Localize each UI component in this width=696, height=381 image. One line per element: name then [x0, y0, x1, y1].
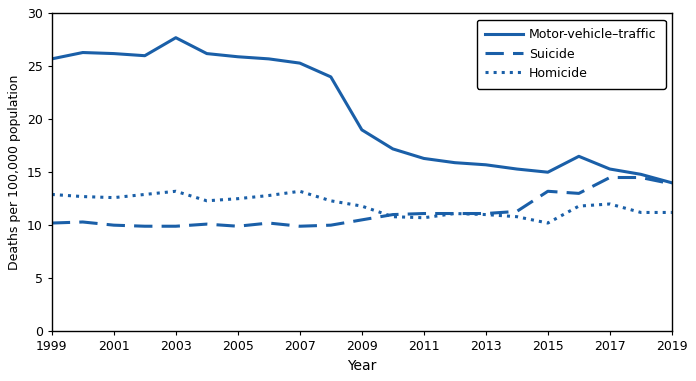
Motor-vehicle–traffic — [388, 147, 397, 151]
Motor-vehicle–traffic — [575, 154, 583, 158]
Homicide — [296, 189, 304, 194]
Homicide — [637, 210, 645, 215]
Suicide — [513, 209, 521, 214]
Suicide — [264, 221, 273, 225]
Suicide — [203, 222, 211, 226]
Suicide — [234, 224, 242, 229]
Suicide — [450, 211, 459, 216]
Homicide — [326, 199, 335, 203]
Suicide — [420, 211, 428, 216]
Suicide — [79, 220, 87, 224]
Motor-vehicle–traffic — [264, 57, 273, 61]
Motor-vehicle–traffic — [172, 35, 180, 40]
Motor-vehicle–traffic — [141, 53, 149, 58]
Motor-vehicle–traffic — [606, 167, 614, 171]
Homicide — [513, 215, 521, 219]
Homicide — [482, 212, 490, 217]
Motor-vehicle–traffic — [47, 57, 56, 61]
Homicide — [79, 194, 87, 199]
Suicide — [482, 211, 490, 216]
Homicide — [234, 196, 242, 201]
Suicide — [110, 223, 118, 227]
Suicide — [296, 224, 304, 229]
Motor-vehicle–traffic — [326, 75, 335, 79]
Y-axis label: Deaths per 100,000 population: Deaths per 100,000 population — [8, 75, 22, 270]
Motor-vehicle–traffic — [420, 156, 428, 161]
Homicide — [544, 221, 552, 225]
Suicide — [172, 224, 180, 229]
Homicide — [420, 216, 428, 220]
Homicide — [203, 199, 211, 203]
Homicide — [47, 192, 56, 197]
Homicide — [388, 215, 397, 219]
Suicide — [388, 212, 397, 217]
Motor-vehicle–traffic — [513, 167, 521, 171]
Suicide — [47, 221, 56, 225]
Suicide — [141, 224, 149, 229]
Suicide — [358, 218, 366, 222]
Homicide — [575, 204, 583, 208]
Line: Motor-vehicle–traffic: Motor-vehicle–traffic — [52, 38, 672, 183]
Motor-vehicle–traffic — [358, 128, 366, 132]
Motor-vehicle–traffic — [544, 170, 552, 174]
Homicide — [141, 192, 149, 197]
Suicide — [544, 189, 552, 194]
Homicide — [358, 204, 366, 208]
Homicide — [172, 189, 180, 194]
Motor-vehicle–traffic — [296, 61, 304, 66]
Motor-vehicle–traffic — [667, 181, 676, 185]
Motor-vehicle–traffic — [637, 172, 645, 177]
Homicide — [450, 211, 459, 216]
Suicide — [667, 182, 676, 186]
Line: Homicide: Homicide — [52, 191, 672, 223]
Line: Suicide: Suicide — [52, 178, 672, 226]
Legend: Motor-vehicle–traffic, Suicide, Homicide: Motor-vehicle–traffic, Suicide, Homicide — [477, 19, 665, 89]
Homicide — [667, 210, 676, 215]
Homicide — [110, 195, 118, 200]
Motor-vehicle–traffic — [450, 160, 459, 165]
Homicide — [606, 202, 614, 206]
Motor-vehicle–traffic — [79, 50, 87, 55]
Suicide — [575, 191, 583, 196]
Suicide — [606, 175, 614, 180]
Homicide — [264, 193, 273, 198]
Motor-vehicle–traffic — [203, 51, 211, 56]
Motor-vehicle–traffic — [482, 163, 490, 167]
Suicide — [326, 223, 335, 227]
Suicide — [637, 175, 645, 180]
Motor-vehicle–traffic — [110, 51, 118, 56]
X-axis label: Year: Year — [347, 359, 377, 373]
Motor-vehicle–traffic — [234, 54, 242, 59]
